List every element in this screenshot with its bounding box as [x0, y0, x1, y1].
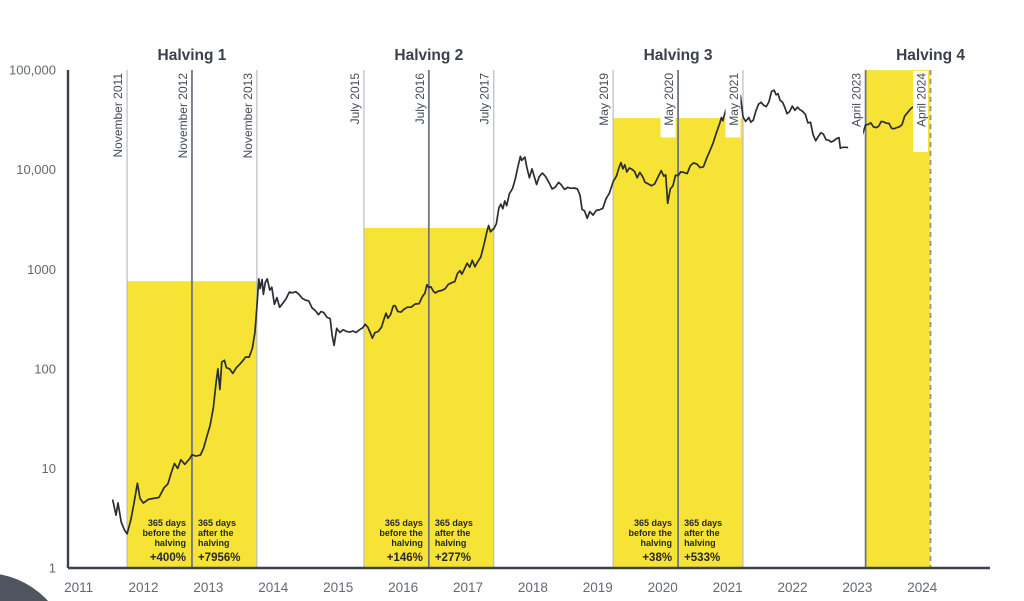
date-label-backdrop — [660, 71, 676, 138]
date-label-backdrop — [595, 71, 611, 138]
date-label: November 2012 — [176, 73, 190, 159]
date-label: May 2021 — [727, 73, 741, 126]
x-axis-tick-label: 2011 — [64, 580, 93, 595]
annotation-before-text: before the — [379, 528, 423, 538]
x-axis-tick-label: 2024 — [907, 580, 938, 595]
annotation-before-percent: +38% — [642, 552, 672, 564]
date-label: May 2020 — [662, 73, 676, 126]
annotation-before-text: halving — [641, 538, 673, 548]
annotation-before-percent: +400% — [150, 552, 186, 564]
date-label: July 2017 — [478, 73, 492, 125]
date-label-backdrop — [239, 71, 255, 174]
annotation-after-text: 365 days — [435, 518, 473, 528]
tick-labels-layer: 100,000 10,000 1000 100 10 1 2011 2012 2013 2014 2… — [9, 63, 938, 595]
annotation-before-text: 365 days — [385, 518, 423, 528]
x-axis-tick-label: 2022 — [777, 580, 807, 595]
x-axis-tick-label: 2020 — [648, 580, 678, 595]
x-axis-tick-label: 2016 — [388, 580, 418, 595]
date-label-backdrop — [476, 71, 492, 145]
annotation-after-text: 365 days — [684, 518, 722, 528]
halving-band — [865, 70, 931, 568]
date-label: November 2013 — [241, 73, 255, 159]
corner-shape — [0, 574, 49, 601]
annotation-before-percent: +146% — [387, 552, 423, 564]
price-line-layer — [111, 89, 916, 535]
x-axis-tick-label: 2018 — [518, 580, 548, 595]
annotation-after-text: after the — [435, 528, 471, 538]
halving-titles-layer: Halving 1 Halving 2 Halving 3 Halving 4 — [158, 47, 966, 64]
y-axis-tick-label: 100 — [34, 361, 56, 376]
x-axis-tick-label: 2012 — [128, 580, 158, 595]
y-axis-tick-label: 10,000 — [16, 162, 56, 177]
date-label-backdrop — [411, 71, 427, 145]
annotation-after-percent: +7956% — [198, 552, 241, 564]
halving-title: Halving 3 — [644, 47, 713, 64]
date-label-backdrop — [174, 71, 190, 174]
halving-title: Halving 4 — [896, 47, 965, 64]
y-axis-tick-label: 1 — [49, 561, 56, 576]
annotation-after-text: halving — [435, 538, 467, 548]
date-label: May 2019 — [597, 73, 611, 126]
annotation-before-text: 365 days — [634, 518, 672, 528]
date-label: April 2023 — [850, 73, 864, 127]
date-label: November 2011 — [111, 73, 125, 158]
x-axis-tick-label: 2021 — [713, 580, 743, 595]
annotation-after-percent: +277% — [435, 552, 471, 564]
halving-title: Halving 2 — [394, 47, 463, 64]
annotation-before-text: before the — [142, 528, 186, 538]
annotation-after-percent: +533% — [684, 552, 720, 564]
y-axis-tick-label: 1000 — [27, 262, 56, 277]
annotation-after-text: 365 days — [198, 518, 236, 528]
annotation-before-text: halving — [391, 538, 423, 548]
annotation-before-text: 365 days — [148, 518, 186, 528]
date-label-backdrop — [848, 71, 864, 152]
axes-layer — [66, 70, 990, 570]
x-axis-tick-label: 2017 — [453, 580, 483, 595]
annotation-after-text: halving — [684, 538, 716, 548]
y-axis-tick-label: 100,000 — [9, 63, 56, 78]
annotation-before-text: before the — [629, 528, 673, 538]
y-axis-tick-label: 10 — [42, 461, 56, 476]
event-lines-layer — [126, 70, 932, 568]
corner-decor-layer — [0, 574, 49, 601]
x-axis-tick-label: 2013 — [193, 580, 223, 595]
x-axis-tick-label: 2019 — [583, 580, 613, 595]
x-axis-tick-label: 2014 — [258, 580, 289, 595]
date-label: July 2015 — [348, 73, 362, 125]
date-label-backdrop — [346, 71, 362, 145]
halving-title: Halving 1 — [158, 47, 227, 64]
annotation-after-text: after the — [198, 528, 234, 538]
annotation-after-text: after the — [684, 528, 720, 538]
annotation-before-text: halving — [154, 538, 186, 548]
date-label: July 2016 — [413, 73, 427, 125]
date-label-backdrop — [725, 71, 741, 138]
date-label-backdrop — [109, 71, 125, 174]
price-line — [111, 89, 916, 535]
date-label: April 2024 — [915, 73, 929, 127]
date-label-backdrop — [913, 71, 929, 152]
date-labels-layer: November 2011 November 2012 November 2013 J… — [109, 71, 929, 174]
x-axis-tick-label: 2015 — [323, 580, 353, 595]
annotation-after-text: halving — [198, 538, 230, 548]
x-axis-tick-label: 2023 — [842, 580, 872, 595]
